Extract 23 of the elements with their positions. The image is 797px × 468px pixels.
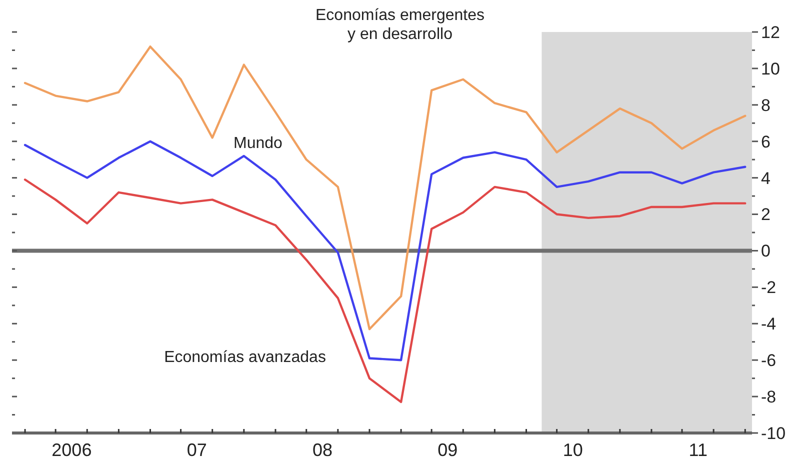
x-tick-label: 11: [688, 440, 708, 460]
series-label: Economías avanzadas: [164, 349, 326, 366]
x-tick-label: 07: [186, 440, 207, 460]
y-tick-label: 2: [761, 205, 770, 224]
y-tick-label: -4: [761, 314, 776, 334]
y-tick-label: 10: [761, 59, 780, 78]
x-tick-label: 08: [312, 440, 332, 460]
y-tick-label: -6: [761, 351, 776, 370]
line-series: [24, 45, 746, 330]
text: Economías emergentes y en desarrollo: [316, 7, 484, 43]
y-tick-label: -2: [761, 278, 776, 298]
x-tick-label: 2006: [52, 440, 92, 460]
y-tick-label: 12: [761, 22, 780, 42]
x-tick-label: 10: [562, 440, 583, 460]
series-label: Mundo: [234, 135, 283, 152]
line-series: [24, 178, 746, 404]
y-tick-label: 4: [761, 168, 770, 188]
y-tick-label: 6: [761, 132, 770, 152]
y-tick-label: 0: [761, 242, 770, 261]
y-tick-label: -10: [761, 424, 786, 443]
y-tick-label: 8: [761, 96, 770, 115]
y-tick-label: -8: [761, 387, 776, 406]
x-tick-label: 09: [438, 440, 458, 460]
